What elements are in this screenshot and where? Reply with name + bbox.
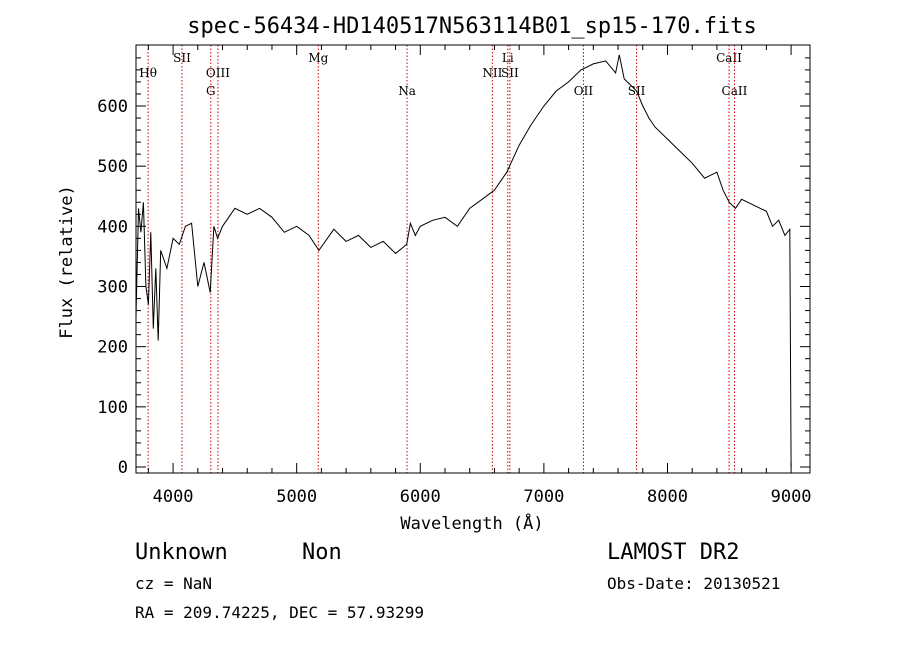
x-axis-ticks: 4000 5000 6000 7000 8000 9000	[147, 45, 812, 507]
subclass-label: Non	[302, 540, 342, 565]
y-tick-label: 600	[97, 97, 128, 117]
y-tick-label: 200	[97, 338, 128, 358]
x-tick-label: 6000	[400, 487, 441, 507]
y-tick-label: 400	[97, 217, 128, 237]
y-tick-label: 300	[97, 278, 128, 298]
line-marker-label: SII	[501, 66, 519, 80]
line-marker-label: Na	[398, 84, 416, 98]
line-marker-label: Mg	[308, 51, 328, 65]
line-marker-label: G	[206, 84, 216, 98]
line-marker-label: CaII	[722, 84, 748, 98]
survey-label: LAMOST DR2	[607, 540, 739, 565]
y-axis-label: Flux (relative)	[57, 185, 77, 339]
y-tick-label: 500	[97, 157, 128, 177]
x-tick-label: 7000	[523, 487, 564, 507]
coordinates-text: RA = 209.74225, DEC = 57.93299	[135, 603, 424, 622]
x-tick-label: 4000	[153, 487, 194, 507]
y-tick-label: 0	[118, 458, 128, 478]
x-tick-label: 8000	[647, 487, 688, 507]
line-marker-label: OII	[574, 84, 594, 98]
x-tick-label: 5000	[276, 487, 317, 507]
line-marker-label: CaII	[716, 51, 742, 65]
chart-title: spec-56434-HD140517N563114B01_sp15-170.f…	[187, 14, 757, 39]
line-marker-label: OIII	[206, 66, 230, 80]
y-axis-ticks: 0 100 200 300 400 500 600	[97, 57, 810, 478]
line-marker-label: SII	[173, 51, 191, 65]
obs-date-text: Obs-Date: 20130521	[607, 574, 780, 593]
y-tick-label: 100	[97, 398, 128, 418]
spectrum-series-line	[135, 54, 792, 468]
line-marker-label: NII	[482, 66, 502, 80]
x-axis-label: Wavelength (Å)	[400, 512, 543, 534]
x-tick-label: 9000	[771, 487, 812, 507]
line-marker-label: Hθ	[139, 66, 157, 80]
line-marker-label: Li	[502, 51, 514, 65]
class-label: Unknown	[135, 540, 228, 565]
redshift-text: cz = NaN	[135, 574, 212, 593]
plot-frame	[135, 44, 811, 474]
